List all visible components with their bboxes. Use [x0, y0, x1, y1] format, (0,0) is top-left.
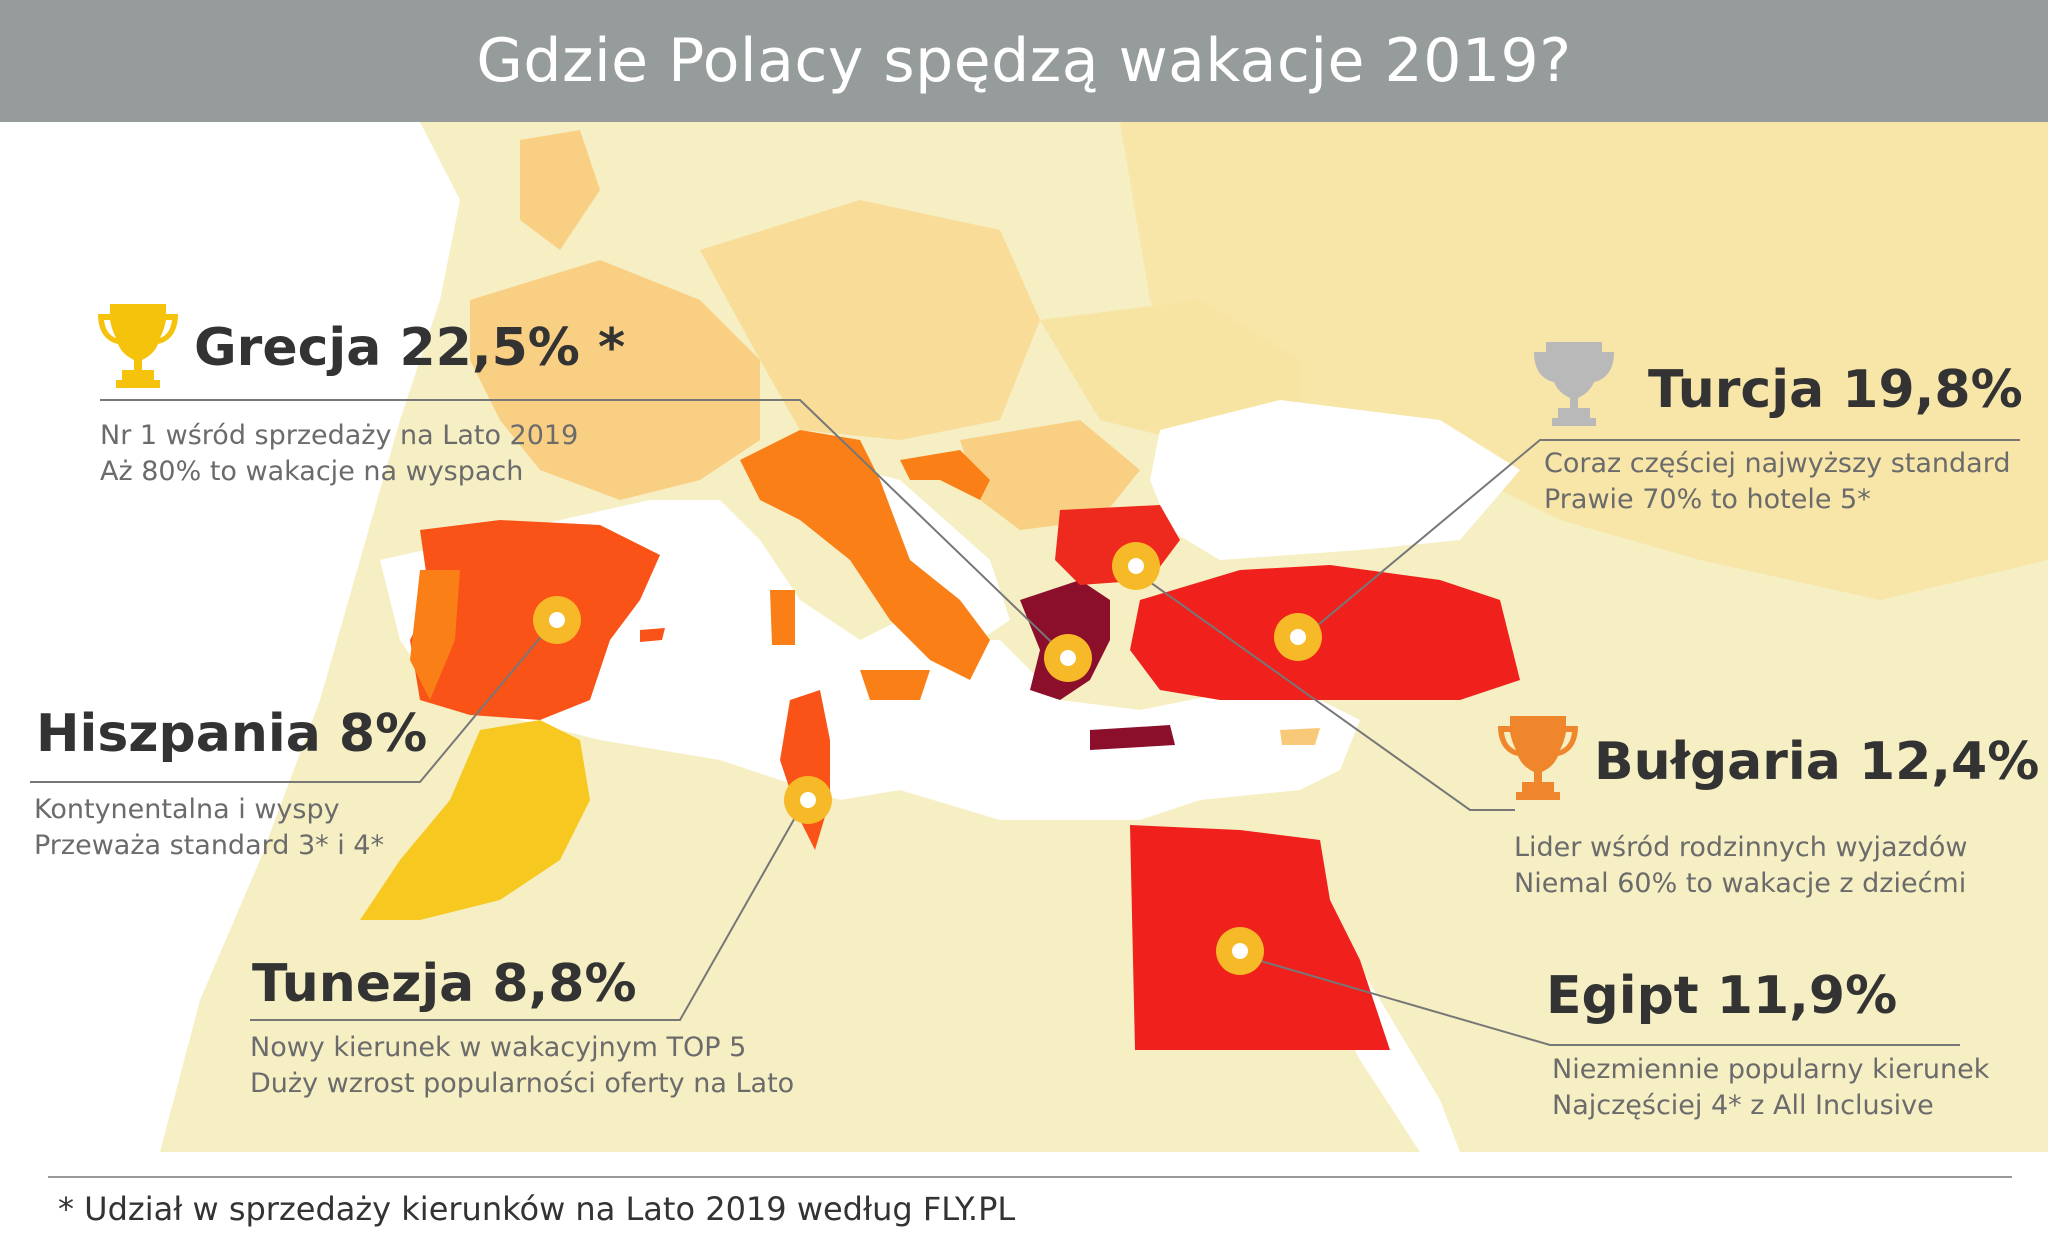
share-value: 8,8%: [492, 954, 637, 1014]
title-bar: Gdzie Polacy spędzą wakacje 2019?: [0, 0, 2048, 122]
desc-spain: Kontynentalna i wyspy Przeważa standard …: [34, 792, 384, 864]
desc-line-2: Najczęściej 4* z All Inclusive: [1552, 1090, 1934, 1121]
country-turkey: [1130, 565, 1520, 700]
marker-spain: [533, 596, 581, 644]
footnote: * Udział w sprzedaży kierunków na Lato 2…: [58, 1190, 1016, 1228]
country-name: Turcja: [1648, 360, 1825, 420]
country-morocco: [360, 720, 590, 920]
desc-turkey: Coraz częściej najwyższy standard Prawie…: [1544, 446, 2010, 518]
gold-trophy-icon: [98, 304, 178, 388]
desc-greece: Nr 1 wśród sprzedaży na Lato 2019 Aż 80%…: [100, 418, 578, 490]
island-sicily: [860, 670, 930, 700]
desc-egypt: Niezmiennie popularny kierunek Najczęści…: [1552, 1052, 1989, 1124]
atlantic-ocean: [0, 122, 460, 1152]
page-title: Gdzie Polacy spędzą wakacje 2019?: [476, 26, 1572, 96]
desc-line-1: Nr 1 wśród sprzedaży na Lato 2019: [100, 420, 579, 451]
label-egypt: Egipt 11,9%: [1546, 970, 1897, 1022]
country-name: Egipt: [1546, 966, 1699, 1026]
country-name: Tunezja: [252, 954, 475, 1014]
label-tunisia: Tunezja 8,8%: [252, 958, 637, 1010]
label-bulgaria: Bułgaria 12,4%: [1594, 736, 2039, 788]
desc-line-2: Aż 80% to wakacje na wyspach: [100, 456, 524, 487]
country-italy: [740, 430, 990, 680]
black-sea: [1150, 400, 1520, 560]
country-name: Hiszpania: [36, 704, 321, 764]
country-portugal: [410, 570, 460, 700]
leader-line-spain: [30, 619, 556, 783]
region-france: [470, 260, 760, 500]
leader-line-bulgaria: [1139, 574, 1515, 811]
share-value: 8%: [338, 704, 428, 764]
europe-map: [0, 122, 2048, 1152]
desc-bulgaria: Lider wśród rodzinnych wyjazdów Niemal 6…: [1514, 830, 1967, 902]
desc-line-1: Kontynentalna i wyspy: [34, 794, 340, 825]
leader-line-egypt: [1239, 954, 1960, 1046]
desc-line-2: Duży wzrost popularności oferty na Lato: [250, 1068, 795, 1099]
share-value: 22,5%: [399, 318, 580, 378]
share-value: 19,8%: [1842, 360, 2023, 420]
label-greece: Grecja 22,5% *: [194, 322, 625, 374]
silver-trophy-icon: [1534, 342, 1614, 426]
desc-line-2: Niemal 60% to wakacje z dziećmi: [1514, 868, 1967, 899]
island-sardinia: [770, 590, 795, 645]
country-name: Grecja: [194, 318, 382, 378]
marker-turkey: [1274, 613, 1322, 661]
marker-greece: [1044, 634, 1092, 682]
country-croatia: [900, 450, 990, 500]
label-spain: Hiszpania 8%: [36, 708, 427, 760]
marker-bulgaria: [1112, 542, 1160, 590]
island-crete: [1090, 725, 1175, 750]
leader-line-tunisia: [250, 799, 806, 1021]
marker-egypt: [1216, 927, 1264, 975]
region-balkans: [960, 420, 1140, 530]
island-balearic: [640, 628, 665, 642]
asterisk: *: [597, 318, 626, 378]
desc-line-1: Lider wśród rodzinnych wyjazdów: [1514, 832, 1968, 863]
desc-line-1: Nowy kierunek w wakacyjnym TOP 5: [250, 1032, 747, 1063]
country-name: Bułgaria: [1594, 732, 1841, 792]
country-egypt: [1130, 825, 1390, 1050]
share-value: 12,4%: [1858, 732, 2040, 792]
desc-line-2: Prawie 70% to hotele 5*: [1544, 484, 1871, 515]
desc-tunisia: Nowy kierunek w wakacyjnym TOP 5 Duży wz…: [250, 1030, 794, 1102]
adriatic-sea: [860, 470, 1010, 640]
desc-line-1: Niezmiennie popularny kierunek: [1552, 1054, 1990, 1085]
label-turkey: Turcja 19,8%: [1648, 364, 2023, 416]
region-central-europe: [700, 200, 1040, 440]
marker-tunisia: [784, 776, 832, 824]
leader-line-greece: [100, 399, 1071, 661]
leader-line-turkey: [1299, 439, 2020, 641]
region-uk: [520, 130, 600, 250]
desc-line-1: Coraz częściej najwyższy standard: [1544, 448, 2011, 479]
share-value: 11,9%: [1716, 966, 1898, 1026]
island-cyprus: [1280, 728, 1320, 745]
region-ukraine: [1040, 300, 1300, 440]
desc-line-2: Przeważa standard 3* i 4*: [34, 830, 384, 861]
footer-divider: [48, 1176, 2012, 1178]
bronze-trophy-icon: [1498, 716, 1578, 800]
